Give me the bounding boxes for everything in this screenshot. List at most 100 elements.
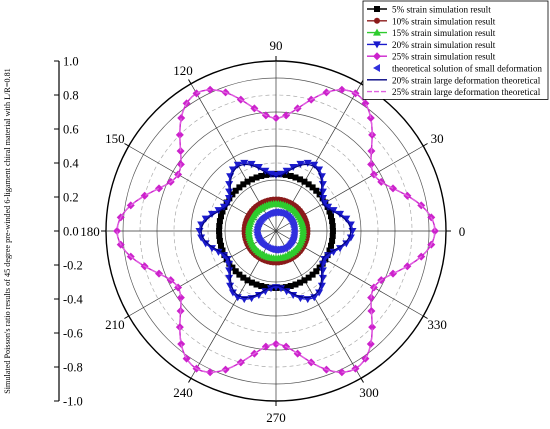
data-point bbox=[326, 247, 333, 254]
data-point bbox=[317, 173, 326, 181]
legend-marker bbox=[374, 6, 380, 12]
angle-tick bbox=[124, 315, 130, 319]
legend-label: 20% strain simulation result bbox=[392, 40, 496, 50]
data-point bbox=[206, 368, 215, 377]
radial-axis: -1.0 -0.8 -0.6 -0.4 -0.2 0.0 0.2 0.4 0.6 0.8 1.0 Si… bbox=[3, 55, 84, 409]
data-point bbox=[368, 323, 377, 332]
data-point bbox=[317, 282, 326, 290]
radial-tick-label: 0.0 bbox=[63, 225, 79, 239]
angle-tick bbox=[422, 143, 428, 147]
data-point bbox=[176, 293, 185, 302]
data-point bbox=[228, 166, 237, 174]
data-point bbox=[282, 288, 291, 296]
angle-tick-label: 180 bbox=[80, 224, 100, 239]
legend-label: 20% strain large deformation theoretical bbox=[392, 75, 541, 85]
series-2 bbox=[244, 199, 308, 262]
data-point bbox=[342, 215, 351, 223]
data-point bbox=[207, 210, 216, 218]
angular-tick-labels: 0306090120150180210240270300330 bbox=[80, 38, 465, 425]
series-5 bbox=[253, 208, 298, 254]
data-point bbox=[305, 181, 312, 188]
data-point bbox=[216, 223, 223, 230]
data-point bbox=[261, 167, 270, 175]
data-point bbox=[318, 181, 327, 189]
data-point bbox=[329, 232, 336, 239]
data-point bbox=[228, 289, 237, 297]
data-point bbox=[297, 176, 304, 183]
angle-tick-label: 300 bbox=[359, 385, 379, 400]
angle-tick bbox=[124, 143, 130, 147]
data-point bbox=[329, 228, 336, 234]
data-point bbox=[214, 207, 223, 215]
data-point bbox=[289, 292, 298, 300]
data-point bbox=[195, 228, 204, 235]
legend-label: 5% strain simulation result bbox=[392, 5, 491, 15]
data-point bbox=[217, 213, 224, 220]
angle-tick bbox=[422, 315, 428, 319]
data-point bbox=[272, 340, 280, 349]
data-point bbox=[254, 292, 263, 300]
angle-tick bbox=[360, 377, 364, 383]
data-point bbox=[336, 245, 345, 253]
legend-marker bbox=[373, 28, 381, 36]
legend-label: 15% strain simulation result bbox=[392, 28, 496, 38]
data-point bbox=[236, 184, 243, 191]
data-point bbox=[346, 234, 355, 242]
data-point bbox=[292, 281, 299, 288]
data-point bbox=[244, 178, 251, 185]
data-point bbox=[313, 268, 320, 275]
data-point bbox=[233, 161, 242, 169]
series-line bbox=[116, 89, 436, 373]
data-point bbox=[219, 252, 228, 260]
data-point bbox=[219, 247, 226, 254]
data-point bbox=[342, 240, 351, 248]
data-point bbox=[336, 210, 345, 218]
data-point bbox=[282, 171, 289, 178]
data-point bbox=[244, 277, 251, 284]
data-point bbox=[282, 284, 289, 291]
data-point bbox=[140, 191, 149, 200]
data-point bbox=[328, 242, 335, 249]
radial-tick-label: 0.4 bbox=[63, 157, 79, 171]
series-7 bbox=[116, 89, 436, 373]
data-point bbox=[177, 339, 186, 348]
data-point bbox=[319, 260, 328, 268]
data-point bbox=[337, 85, 346, 94]
data-point bbox=[303, 159, 312, 167]
data-point bbox=[248, 176, 255, 183]
data-point bbox=[324, 203, 333, 211]
data-point bbox=[258, 172, 265, 179]
data-point bbox=[328, 213, 335, 220]
data-point bbox=[318, 274, 327, 282]
data-point bbox=[301, 178, 308, 185]
data-point bbox=[224, 260, 233, 268]
data-point bbox=[282, 167, 291, 175]
data-point bbox=[253, 174, 260, 181]
data-point bbox=[282, 111, 291, 120]
data-point bbox=[261, 288, 270, 296]
data-point bbox=[154, 269, 163, 278]
data-point bbox=[263, 284, 270, 291]
angle-tick-label: 330 bbox=[427, 317, 447, 332]
data-point bbox=[329, 223, 336, 230]
data-point bbox=[225, 188, 234, 196]
data-point bbox=[113, 227, 122, 235]
data-point bbox=[154, 184, 163, 193]
data-point bbox=[309, 271, 316, 278]
data-point bbox=[225, 274, 234, 282]
data-point bbox=[216, 232, 223, 239]
data-point bbox=[389, 269, 398, 278]
radial-tick-label: 0.8 bbox=[63, 89, 79, 103]
legend-marker bbox=[374, 17, 380, 24]
radial-tick-label: 0.6 bbox=[63, 123, 79, 137]
radial-tick-label: 0.2 bbox=[63, 191, 79, 205]
legend-marker bbox=[373, 64, 380, 72]
series-6 bbox=[200, 163, 352, 299]
data-point bbox=[226, 173, 235, 181]
data-point bbox=[240, 181, 247, 188]
angle-tick-label: 30 bbox=[431, 131, 444, 146]
data-point bbox=[216, 237, 223, 244]
legend-label: 10% strain simulation result bbox=[392, 16, 496, 26]
